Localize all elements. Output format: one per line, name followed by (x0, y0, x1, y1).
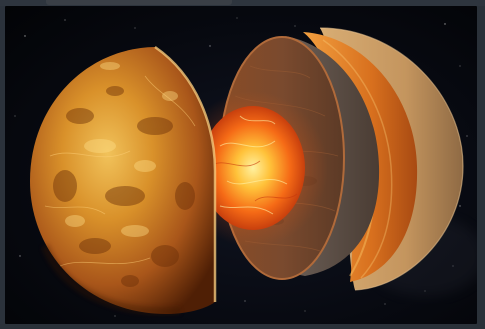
crust-hemisphere (30, 45, 217, 315)
mantle-slice-edge (285, 36, 380, 276)
venus-cutaway-svg (5, 6, 477, 324)
right-frame-edge (477, 6, 485, 329)
bottom-frame-edge (0, 324, 485, 329)
stars (14, 17, 468, 317)
top-bar-tab (46, 0, 232, 5)
venus-illustration (5, 6, 477, 324)
molten-core (201, 106, 305, 230)
top-bar (0, 0, 485, 6)
